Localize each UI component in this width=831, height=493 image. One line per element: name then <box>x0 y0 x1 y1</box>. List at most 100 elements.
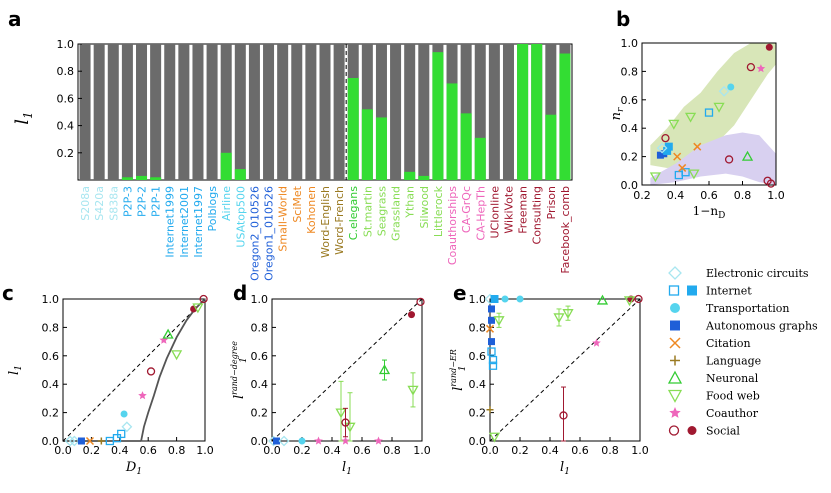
bar-total <box>263 44 275 180</box>
panel-label-b: b <box>616 7 630 31</box>
y-tick-label: 1.0 <box>57 38 75 51</box>
y-tick-label: 0.6 <box>251 350 269 363</box>
data-point <box>68 435 80 447</box>
x-tick-label: 0.0 <box>263 444 281 457</box>
bar-total <box>545 44 557 180</box>
marker-x-b <box>85 436 95 446</box>
category-label: Ythan <box>404 186 417 219</box>
legend-marker <box>668 266 682 280</box>
bar-total <box>375 44 387 180</box>
y-tick-label: 0.6 <box>621 94 639 107</box>
bar-l1 <box>136 175 148 180</box>
legend-label: Coauthor <box>706 407 759 420</box>
data-point <box>162 328 174 339</box>
y-tick-label: 0.2 <box>42 407 60 420</box>
category-label: Grassland <box>390 186 403 241</box>
bar-total <box>79 44 91 180</box>
data-point <box>159 335 169 344</box>
legend-label: Food web <box>706 390 760 403</box>
legend: Electronic circuits Internet Transportatio… <box>667 266 818 438</box>
data-point <box>341 418 350 427</box>
data-point <box>85 436 95 446</box>
bar-l1 <box>446 83 458 180</box>
y-tick-label: 0.0 <box>251 435 269 448</box>
y-tick-label: 1.0 <box>42 293 60 306</box>
data-point <box>756 64 766 73</box>
y-tick-label: 1.0 <box>251 293 269 306</box>
category-label: Consulting <box>531 186 544 244</box>
category-label: St.martin <box>361 186 374 237</box>
x-tick-label: 0.6 <box>139 444 157 457</box>
x-axis-label: 1−nD <box>693 204 726 221</box>
y-tick-label: 0.2 <box>57 147 75 160</box>
y-tick-label: 0.8 <box>57 65 75 78</box>
x-tick-label: 0.6 <box>353 444 371 457</box>
legend-marker <box>667 370 683 384</box>
data-point <box>688 169 700 180</box>
category-label: Airline <box>220 186 233 221</box>
x-tick-label: 1.0 <box>196 444 214 457</box>
bar-l1 <box>460 113 472 180</box>
data-point <box>199 294 208 304</box>
data-point <box>649 172 662 183</box>
data-point <box>553 313 565 324</box>
data-point <box>634 294 643 304</box>
data-point <box>693 142 702 151</box>
x-tick-label: 0.8 <box>383 444 401 457</box>
marker-x-b <box>485 324 495 333</box>
bar-total <box>418 44 430 180</box>
y-tick-label: 0.0 <box>621 179 639 192</box>
category-label: P2P-3 <box>121 186 134 217</box>
category-label: Kohonen <box>305 186 318 234</box>
x-axis-label: l1 <box>560 460 570 477</box>
diagonal-line <box>489 298 641 442</box>
x-tick-label: 0.4 <box>667 189 685 202</box>
legend-label: Electronic circuits <box>706 267 809 280</box>
category-label: Internet2001 <box>178 186 191 258</box>
bar-l1 <box>404 171 416 180</box>
x-tick-label: 0.2 <box>511 444 529 457</box>
category-label: Oregon1_010526 <box>263 186 276 281</box>
data-point <box>408 311 415 319</box>
bar-total <box>150 44 162 180</box>
legend-label: Internet <box>706 285 752 298</box>
marker-x-b <box>669 337 681 349</box>
marker-x-b <box>693 142 702 151</box>
y-tick-label: 0.8 <box>251 321 269 334</box>
bar-l1 <box>545 114 557 180</box>
data-point <box>488 355 498 365</box>
bar-total <box>107 44 119 180</box>
x-tick-label: 0.8 <box>601 444 619 457</box>
bar-l1 <box>418 175 430 180</box>
y-tick-label: 0.2 <box>621 151 639 164</box>
y-tick-label: 0.4 <box>57 120 75 133</box>
y-axis-label: nr <box>609 107 626 120</box>
panel-label-a: a <box>8 7 22 31</box>
bar-total <box>488 44 500 180</box>
data-point <box>596 294 609 305</box>
panel-e: 0.0 0.2 0.4 0.6 0.8 1.0 0.0 0.2 0.4 0.6 0.8 1.0 l1 lr… <box>449 293 649 477</box>
data-point <box>488 316 495 324</box>
data-point <box>278 435 290 447</box>
legend-marker <box>669 337 681 349</box>
y-axis-label: l1 <box>12 111 35 124</box>
x-tick-label: 0.0 <box>54 444 72 457</box>
y-axis-label: lrand−ER1 <box>449 349 468 391</box>
data-point <box>170 350 183 361</box>
y-tick-label: 0.2 <box>251 407 269 420</box>
bar-l1 <box>375 117 387 180</box>
data-point <box>766 179 776 188</box>
category-label: Facebook_comb <box>559 186 572 274</box>
x-tick-label: 1.0 <box>631 444 649 457</box>
y-tick-label: 0.8 <box>469 321 487 334</box>
data-point <box>668 119 680 130</box>
data-point <box>488 305 495 313</box>
category-label: WikiVote <box>502 186 515 234</box>
x-tick-label: 0.8 <box>734 189 752 202</box>
bar-l1 <box>347 78 359 180</box>
y-tick-label: 0.8 <box>42 321 60 334</box>
bar-l1 <box>121 177 133 180</box>
legend-marker <box>668 425 680 436</box>
